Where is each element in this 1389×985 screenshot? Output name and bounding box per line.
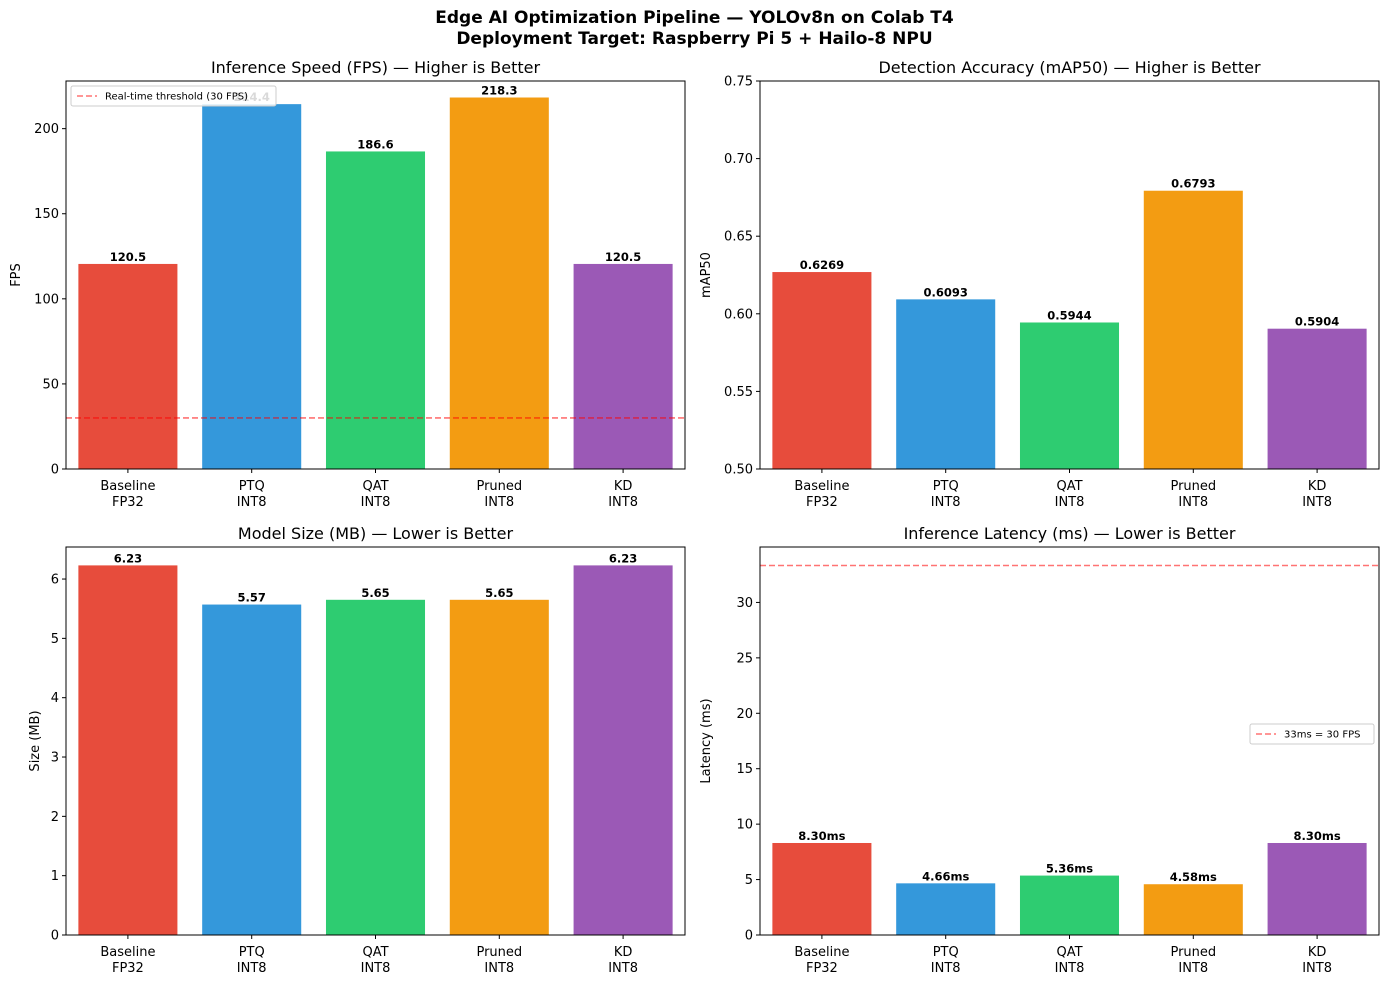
bar-value-label-2-3: 5.65 (485, 586, 513, 600)
bar-2-3 (449, 599, 549, 935)
bar-2-1 (202, 604, 302, 935)
bar-value-label-2-0: 6.23 (114, 551, 142, 565)
xtick-label-0-2: QAT INT8 (361, 479, 391, 510)
ytick-label-1-2: 0.60 (724, 307, 753, 322)
ytick-label-0-1: 50 (42, 377, 59, 392)
xtick-label-3-0: Baseline FP32 (794, 945, 849, 976)
xtick-label-1-1: PTQ INT8 (931, 479, 961, 510)
ytick-label-0-4: 200 (34, 122, 59, 137)
bar-value-label-3-1: 4.66ms (922, 869, 969, 883)
ytick-label-1-5: 0.75 (724, 75, 753, 90)
bar-3-4 (1267, 842, 1367, 935)
y-axis-label-3: Latency (ms) (699, 698, 714, 783)
legend-box-0 (70, 85, 277, 107)
ytick-label-0-2: 100 (34, 292, 59, 307)
ytick-label-3-5: 25 (736, 651, 753, 666)
bar-value-label-1-3: 0.6793 (1171, 177, 1215, 191)
bar-1-0 (772, 272, 872, 469)
bar-value-label-1-4: 0.5904 (1295, 315, 1339, 329)
ytick-label-1-4: 0.70 (724, 152, 753, 167)
bar-value-label-0-0: 120.5 (110, 250, 146, 264)
xtick-label-2-0: Baseline FP32 (100, 945, 155, 976)
xtick-label-0-3: Pruned INT8 (476, 479, 522, 510)
figure-title-line2: Deployment Target: Raspberry Pi 5 + Hail… (456, 29, 933, 49)
ytick-label-2-2: 2 (51, 810, 59, 825)
panel-title-1: Detection Accuracy (mAP50) — Higher is B… (878, 58, 1261, 77)
xtick-label-2-3: Pruned INT8 (476, 945, 522, 976)
xtick-label-3-1: PTQ INT8 (931, 945, 961, 976)
bar-1-1 (896, 299, 996, 469)
bar-0-3 (449, 97, 549, 469)
xtick-label-0-1: PTQ INT8 (237, 479, 267, 510)
ytick-label-2-6: 6 (51, 573, 59, 588)
xtick-label-1-0: Baseline FP32 (794, 479, 849, 510)
ytick-label-2-0: 0 (51, 929, 59, 944)
ytick-label-2-5: 5 (51, 632, 59, 647)
y-axis-label-1: mAP50 (699, 252, 714, 298)
bar-value-label-3-4: 8.30ms (1293, 829, 1340, 843)
xtick-label-2-1: PTQ INT8 (237, 945, 267, 976)
bar-value-label-0-3: 218.3 (481, 84, 517, 98)
xtick-label-0-4: KD INT8 (608, 479, 638, 510)
ytick-label-1-3: 0.65 (724, 230, 753, 245)
xtick-label-2-4: KD INT8 (608, 945, 638, 976)
bar-2-2 (325, 599, 426, 935)
bar-0-4 (573, 263, 673, 469)
legend-label-0: Real-time threshold (30 FPS) (105, 92, 248, 103)
bar-value-label-0-4: 120.5 (605, 250, 641, 264)
panel-title-2: Model Size (MB) — Lower is Better (238, 524, 514, 543)
bar-value-label-0-2: 186.6 (357, 137, 393, 151)
xtick-label-1-2: QAT INT8 (1055, 479, 1085, 510)
bar-2-4 (573, 565, 673, 935)
ytick-label-3-2: 10 (736, 818, 753, 833)
xtick-label-3-2: QAT INT8 (1055, 945, 1085, 976)
bar-value-label-3-0: 8.30ms (798, 829, 845, 843)
bar-value-label-2-1: 5.57 (238, 591, 266, 605)
ytick-label-1-0: 0.50 (724, 463, 753, 478)
xtick-label-2-2: QAT INT8 (361, 945, 391, 976)
bar-2-0 (78, 565, 178, 935)
bar-0-2 (325, 151, 426, 469)
y-axis-label-2: Size (MB) (28, 710, 43, 771)
figure-title-line1: Edge AI Optimization Pipeline — YOLOv8n … (435, 8, 954, 28)
bar-value-label-1-1: 0.6093 (924, 285, 968, 299)
ytick-label-3-0: 0 (745, 929, 753, 944)
ytick-label-2-4: 4 (51, 691, 59, 706)
bar-0-0 (78, 263, 178, 469)
y-axis-label-0: FPS (9, 263, 24, 287)
ytick-label-0-3: 150 (34, 207, 59, 222)
ytick-label-0-0: 0 (51, 463, 59, 478)
legend-box-3 (1249, 723, 1375, 745)
xtick-label-0-0: Baseline FP32 (100, 479, 155, 510)
xtick-label-3-4: KD INT8 (1302, 945, 1332, 976)
bar-value-label-2-2: 5.65 (361, 586, 389, 600)
ytick-label-2-1: 1 (51, 869, 59, 884)
bar-0-1 (202, 104, 302, 469)
xtick-label-3-3: Pruned INT8 (1170, 945, 1216, 976)
xtick-label-1-4: KD INT8 (1302, 479, 1332, 510)
ytick-label-3-1: 5 (745, 873, 753, 888)
bar-1-4 (1267, 328, 1367, 469)
ytick-label-3-6: 30 (736, 596, 753, 611)
bar-3-0 (772, 842, 872, 935)
bar-1-2 (1019, 322, 1120, 469)
bar-3-2 (1019, 875, 1120, 935)
panel-title-0: Inference Speed (FPS) — Higher is Better (211, 58, 541, 77)
bar-3-3 (1143, 884, 1243, 935)
bar-3-1 (896, 883, 996, 935)
bar-value-label-3-2: 5.36ms (1046, 862, 1093, 876)
legend-label-3: 33ms = 30 FPS (1284, 730, 1360, 741)
bar-value-label-1-2: 0.5944 (1047, 308, 1091, 322)
xtick-label-1-3: Pruned INT8 (1170, 479, 1216, 510)
bar-1-3 (1143, 190, 1243, 470)
bar-value-label-1-0: 0.6269 (800, 258, 844, 272)
bar-value-label-2-4: 6.23 (609, 551, 637, 565)
ytick-label-2-3: 3 (51, 751, 59, 766)
ytick-label-1-1: 0.55 (724, 385, 753, 400)
bar-value-label-3-3: 4.58ms (1170, 870, 1217, 884)
ytick-label-3-3: 15 (736, 762, 753, 777)
panel-title-3: Inference Latency (ms) — Lower is Better (904, 524, 1236, 543)
ytick-label-3-4: 20 (736, 707, 753, 722)
